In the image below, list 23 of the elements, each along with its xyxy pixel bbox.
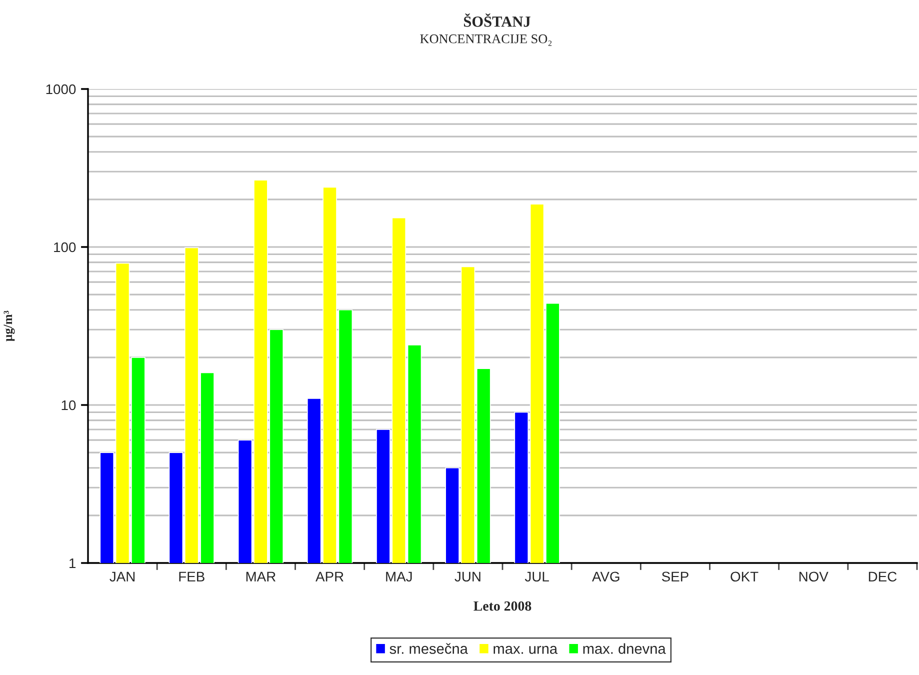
chart-title: ŠOŠTANJ bbox=[464, 13, 530, 27]
x-tick-label: NOV bbox=[799, 572, 828, 582]
x-tick-label: JUN bbox=[454, 572, 480, 582]
y-tick-label: 1 bbox=[70, 558, 76, 568]
legend-label: sr. mesečna bbox=[390, 643, 468, 654]
y-tick-label: 1000 bbox=[46, 84, 76, 94]
x-tick-label: AVG bbox=[592, 572, 620, 582]
x-tick-label: JAN bbox=[110, 572, 135, 582]
x-tick-label: OKT bbox=[730, 572, 758, 582]
x-tick-label: DEC bbox=[868, 572, 897, 582]
legend-label: max. urna bbox=[494, 646, 558, 654]
x-tick-label: FEB bbox=[179, 572, 204, 582]
x-axis-title: Leto 2008 bbox=[474, 601, 532, 611]
x-tick-label: SEP bbox=[662, 572, 688, 582]
y-tick-label: 10 bbox=[62, 400, 76, 410]
y-tick-label: 100 bbox=[54, 242, 76, 252]
x-tick-label: MAR bbox=[246, 572, 276, 582]
y-axis-title: µg/m³ bbox=[4, 310, 15, 342]
x-tick-label: JUL bbox=[524, 572, 549, 582]
x-tick-label: MAJ bbox=[386, 572, 412, 582]
legend-label: max. dnevna bbox=[583, 643, 666, 654]
chart-subtitle: KONCENTRACIJE SO₂ bbox=[420, 34, 552, 46]
x-tick-label: APR bbox=[316, 572, 344, 582]
